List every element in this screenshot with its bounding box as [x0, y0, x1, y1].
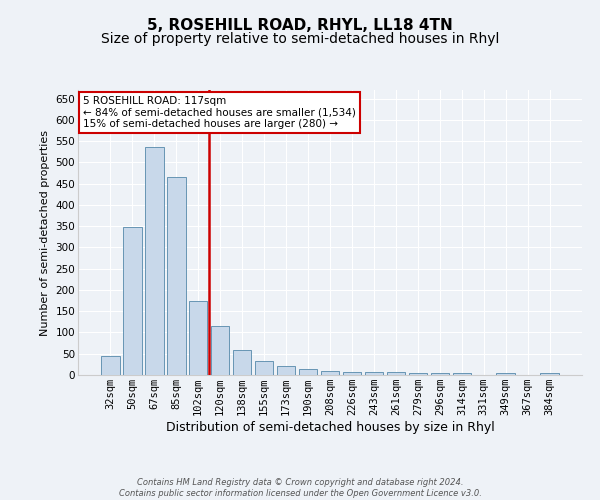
Bar — [386, 372, 405, 375]
Text: 5 ROSEHILL ROAD: 117sqm
← 84% of semi-detached houses are smaller (1,534)
15% of: 5 ROSEHILL ROAD: 117sqm ← 84% of semi-de… — [83, 96, 356, 129]
X-axis label: Distribution of semi-detached houses by size in Rhyl: Distribution of semi-detached houses by … — [166, 421, 494, 434]
Bar — [343, 372, 361, 375]
Bar — [123, 227, 142, 375]
Bar — [431, 374, 449, 375]
Bar — [409, 373, 427, 375]
Bar — [277, 366, 295, 375]
Bar — [145, 148, 164, 375]
Bar — [365, 372, 383, 375]
Bar — [189, 300, 208, 375]
Bar — [167, 177, 185, 375]
Bar — [299, 368, 317, 375]
Text: 5, ROSEHILL ROAD, RHYL, LL18 4TN: 5, ROSEHILL ROAD, RHYL, LL18 4TN — [147, 18, 453, 32]
Bar — [496, 374, 515, 375]
Bar — [233, 350, 251, 375]
Y-axis label: Number of semi-detached properties: Number of semi-detached properties — [40, 130, 50, 336]
Text: Size of property relative to semi-detached houses in Rhyl: Size of property relative to semi-detach… — [101, 32, 499, 46]
Bar — [452, 374, 471, 375]
Bar — [320, 370, 340, 375]
Bar — [101, 356, 119, 375]
Bar — [255, 361, 274, 375]
Text: Contains HM Land Registry data © Crown copyright and database right 2024.
Contai: Contains HM Land Registry data © Crown c… — [119, 478, 481, 498]
Bar — [541, 374, 559, 375]
Bar — [211, 326, 229, 375]
